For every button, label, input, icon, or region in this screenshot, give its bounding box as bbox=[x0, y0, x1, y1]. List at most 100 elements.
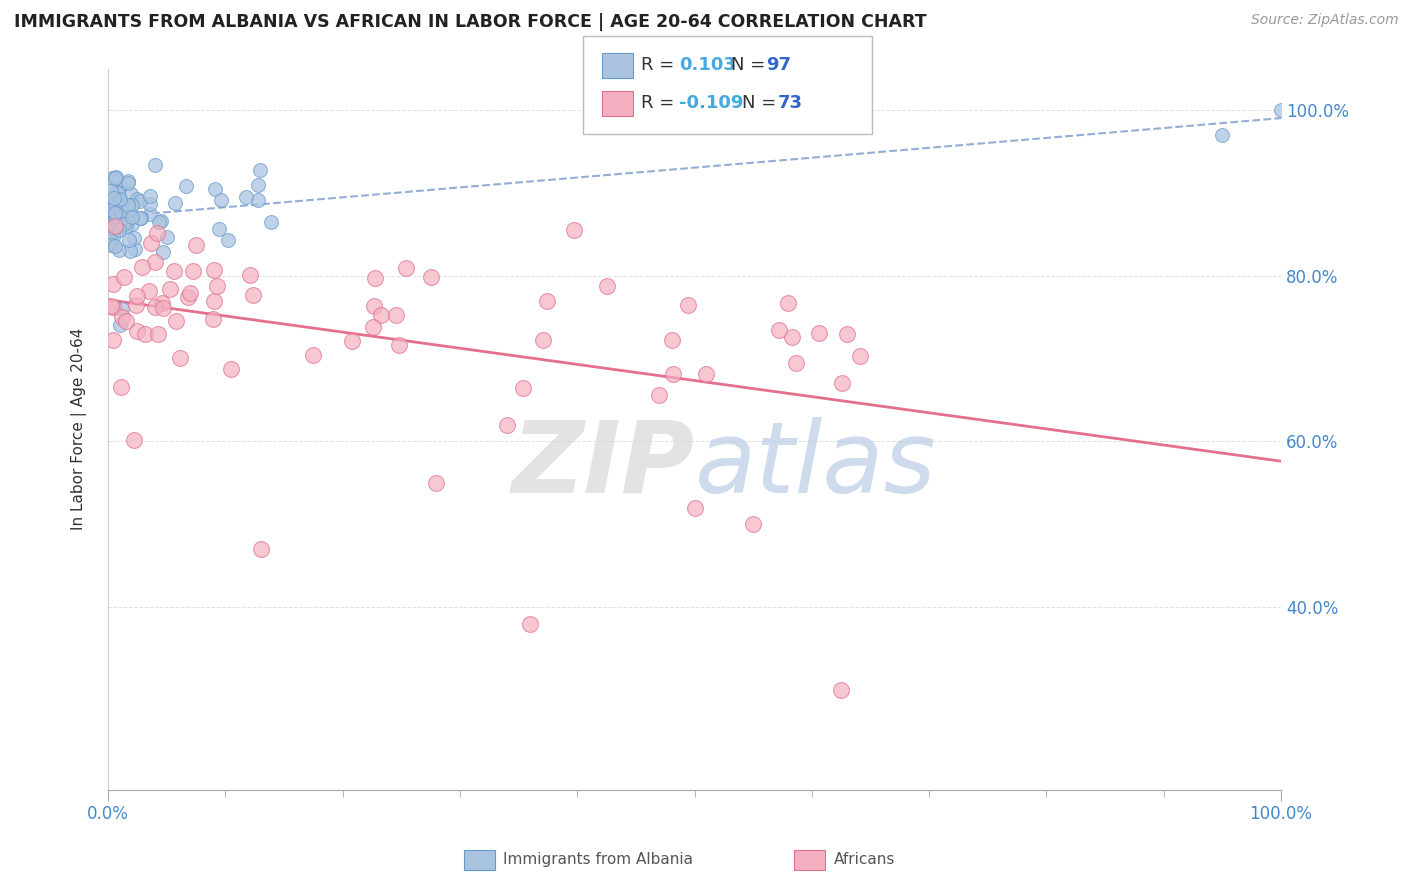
Point bbox=[112, 205, 135, 219]
Point bbox=[117, 198, 139, 212]
Point bbox=[103, 206, 125, 220]
Point bbox=[111, 310, 134, 325]
Text: 0.103: 0.103 bbox=[679, 56, 735, 74]
Point bbox=[370, 309, 392, 323]
Point bbox=[110, 318, 132, 333]
Point bbox=[101, 277, 124, 291]
Point bbox=[648, 388, 671, 402]
Point bbox=[204, 182, 226, 196]
Point bbox=[531, 333, 554, 347]
Point bbox=[125, 289, 148, 303]
Point bbox=[101, 333, 124, 347]
Point bbox=[98, 193, 121, 207]
Point bbox=[169, 351, 191, 366]
Point bbox=[143, 254, 166, 268]
Point bbox=[117, 174, 139, 188]
Point bbox=[139, 235, 162, 250]
Point bbox=[831, 376, 853, 390]
Point bbox=[143, 158, 166, 172]
Point bbox=[105, 185, 128, 199]
Text: 73: 73 bbox=[778, 95, 803, 112]
Text: 97: 97 bbox=[766, 56, 792, 74]
Point bbox=[98, 188, 121, 202]
Point bbox=[103, 191, 125, 205]
Point bbox=[107, 217, 129, 231]
Text: Immigrants from Albania: Immigrants from Albania bbox=[503, 853, 693, 867]
Point bbox=[101, 224, 124, 238]
Point bbox=[683, 500, 706, 515]
Point bbox=[103, 300, 125, 314]
Text: ZIP: ZIP bbox=[512, 417, 695, 514]
Point bbox=[209, 193, 232, 207]
Point bbox=[108, 202, 131, 217]
Point bbox=[778, 296, 800, 310]
Point bbox=[125, 298, 148, 312]
Point bbox=[785, 356, 807, 370]
Point bbox=[742, 517, 765, 532]
Point bbox=[112, 213, 135, 227]
Point bbox=[388, 338, 411, 352]
Point bbox=[100, 196, 122, 211]
Text: Africans: Africans bbox=[834, 853, 896, 867]
Point bbox=[678, 298, 700, 312]
Point bbox=[138, 284, 160, 298]
Point bbox=[110, 380, 132, 394]
Point bbox=[117, 176, 139, 190]
Point bbox=[104, 219, 127, 233]
Point bbox=[134, 327, 156, 342]
Point bbox=[363, 320, 385, 334]
Point bbox=[107, 193, 129, 207]
Point bbox=[112, 270, 135, 285]
Point bbox=[103, 206, 125, 220]
Point bbox=[139, 189, 162, 203]
Point bbox=[98, 228, 121, 243]
Point bbox=[118, 244, 141, 258]
Point bbox=[217, 233, 239, 247]
Point bbox=[101, 170, 124, 185]
Point bbox=[129, 211, 152, 225]
Point bbox=[202, 293, 225, 308]
Point bbox=[122, 231, 145, 245]
Point bbox=[808, 326, 831, 340]
Point bbox=[177, 290, 200, 304]
Point bbox=[100, 184, 122, 198]
Point bbox=[165, 314, 187, 328]
Point bbox=[112, 217, 135, 231]
Point bbox=[301, 348, 323, 362]
Point bbox=[201, 312, 224, 326]
Point bbox=[108, 200, 131, 214]
Point bbox=[163, 264, 186, 278]
Point bbox=[242, 288, 264, 302]
Point bbox=[385, 309, 408, 323]
Point bbox=[830, 683, 852, 698]
Point bbox=[125, 192, 148, 206]
Point bbox=[98, 202, 121, 216]
Point bbox=[152, 245, 174, 260]
Point bbox=[495, 417, 517, 432]
Point bbox=[122, 433, 145, 447]
Point bbox=[108, 193, 131, 207]
Point bbox=[536, 293, 558, 308]
Point bbox=[156, 230, 179, 244]
Point bbox=[101, 220, 124, 235]
Point bbox=[107, 219, 129, 234]
Point bbox=[340, 334, 363, 348]
Point bbox=[107, 200, 129, 214]
Point bbox=[110, 196, 132, 211]
Point bbox=[107, 186, 129, 201]
Point bbox=[101, 229, 124, 244]
Point bbox=[111, 198, 134, 212]
Point bbox=[108, 244, 131, 258]
Point bbox=[100, 238, 122, 252]
Point bbox=[98, 219, 121, 233]
Text: R =: R = bbox=[641, 95, 681, 112]
Point bbox=[165, 195, 187, 210]
Text: IMMIGRANTS FROM ALBANIA VS AFRICAN IN LABOR FORCE | AGE 20-64 CORRELATION CHART: IMMIGRANTS FROM ALBANIA VS AFRICAN IN LA… bbox=[14, 13, 927, 31]
Point bbox=[121, 210, 143, 224]
Point bbox=[111, 301, 134, 316]
Point bbox=[562, 223, 585, 237]
Text: R =: R = bbox=[641, 56, 681, 74]
Point bbox=[129, 194, 152, 208]
Point bbox=[249, 162, 271, 177]
Text: N =: N = bbox=[742, 95, 782, 112]
